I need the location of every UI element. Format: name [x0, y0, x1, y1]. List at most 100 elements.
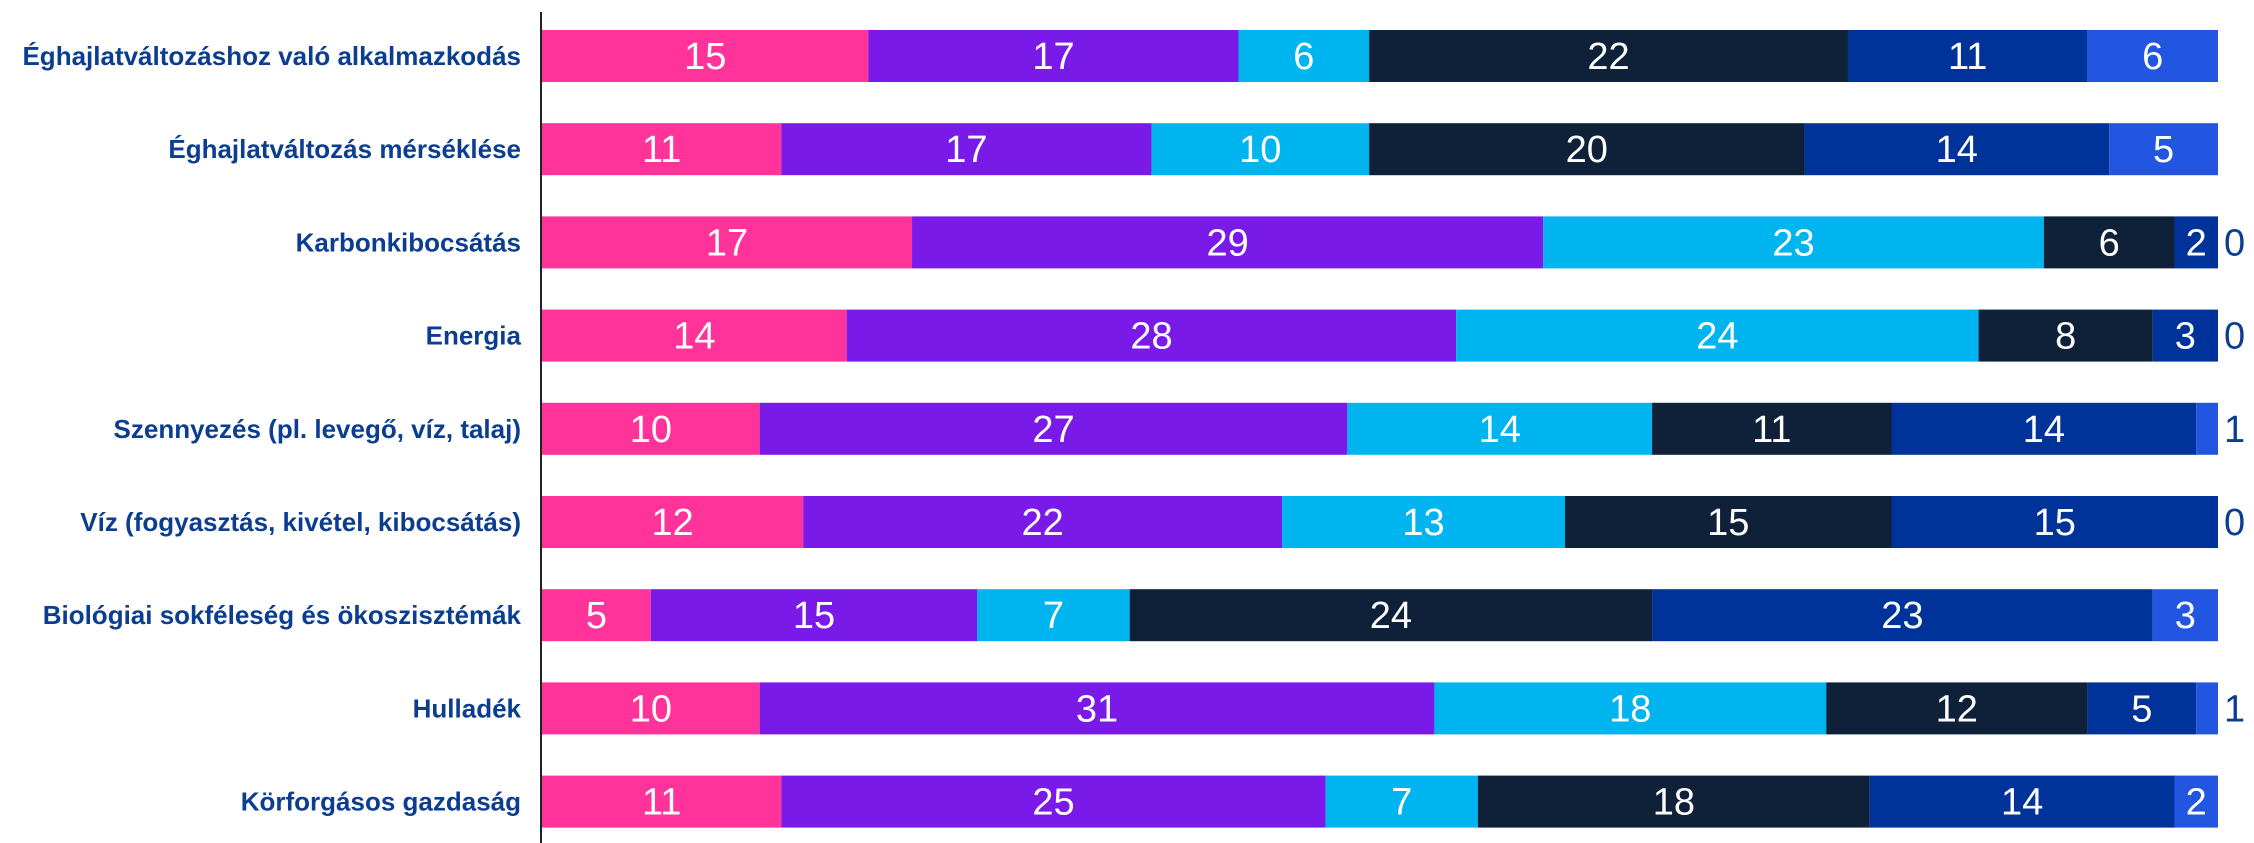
data-label: 29 — [1206, 222, 1248, 264]
data-label: 18 — [1609, 688, 1651, 730]
data-label: 25 — [1032, 782, 1074, 824]
data-label: 22 — [1021, 502, 1063, 544]
bar-segment — [542, 123, 782, 176]
data-label: 11 — [642, 129, 681, 171]
data-label: 0 — [2224, 316, 2245, 358]
bar-segment — [759, 402, 1348, 455]
data-label: 11 — [1948, 36, 1987, 78]
bar-segment — [2087, 30, 2218, 82]
bar-segment — [542, 496, 804, 548]
data-label: 6 — [2142, 36, 2163, 78]
bar-segment — [2152, 309, 2218, 362]
bar-segment — [1347, 402, 1653, 455]
bar-segment — [542, 682, 760, 735]
bar-segment — [1477, 775, 1870, 828]
data-label: 14 — [1479, 409, 1521, 451]
bar-segment — [846, 309, 1457, 362]
bar-segment — [2152, 589, 2218, 642]
bar-segment — [1129, 589, 1653, 642]
bar-segment — [1847, 30, 2088, 82]
bar-segment — [781, 123, 1152, 176]
category-labels: Éghajlatváltozáshoz való alkalmazkodás Ég… — [22, 41, 521, 817]
bar-segment — [542, 775, 782, 828]
bar-segment — [1369, 30, 1848, 82]
bar-segment — [1369, 123, 1805, 176]
bar-segment — [977, 589, 1130, 642]
bar-segment — [542, 589, 651, 642]
data-label: 10 — [1239, 129, 1281, 171]
bar-segment — [1151, 123, 1370, 176]
data-label: 31 — [1076, 688, 1118, 730]
bar-segment — [2043, 216, 2175, 269]
data-label: 13 — [1402, 502, 1444, 544]
data-label: 6 — [2099, 222, 2120, 264]
bar-segment — [1652, 402, 1892, 455]
bar-segment — [542, 216, 913, 269]
bar-segment — [2196, 682, 2218, 735]
data-label: 17 — [1032, 36, 1074, 78]
data-label: 3 — [2175, 316, 2196, 358]
bar-segment — [1826, 682, 2088, 735]
data-label: 17 — [945, 129, 987, 171]
data-label: 2 — [2186, 782, 2207, 824]
category-label: Körforgásos gazdaság — [241, 787, 521, 817]
data-label: 14 — [2001, 782, 2043, 824]
category-label: Szennyezés (pl. levegő, víz, talaj) — [114, 414, 521, 444]
category-label: Biológiai sokféleség és ökoszisztémák — [43, 600, 522, 630]
bar-segment — [542, 309, 847, 362]
data-label: 11 — [1752, 409, 1791, 451]
bar-segment — [1543, 216, 2044, 269]
bar-segments — [542, 30, 2218, 828]
bar-segment — [2087, 682, 2197, 735]
data-label: 12 — [1936, 688, 1978, 730]
data-label: 18 — [1653, 782, 1695, 824]
bar-segment — [1804, 123, 2110, 176]
bar-segment — [1565, 496, 1892, 548]
bar-segment — [1652, 589, 2153, 642]
data-label: 28 — [1130, 316, 1172, 358]
data-label: 24 — [1370, 595, 1412, 637]
data-label: 27 — [1032, 409, 1074, 451]
data-label: 20 — [1566, 129, 1608, 171]
data-label: 0 — [2224, 222, 2245, 264]
bar-segment — [2109, 123, 2218, 176]
value-labels: 15 17 6 22 11 611 17 10 20 14 517 29 23 6 2 014 28 24 8 3 01… — [586, 36, 2245, 824]
bar-segment — [912, 216, 1544, 269]
data-label: 11 — [642, 782, 681, 824]
bar-segment — [759, 682, 1435, 735]
bar-segment — [1869, 775, 2175, 828]
data-label: 15 — [684, 36, 726, 78]
bar-segment — [650, 589, 978, 642]
category-label: Éghajlatváltozáshoz való alkalmazkodás — [22, 41, 521, 71]
data-label: 6 — [1293, 36, 1314, 78]
bar-segment — [1891, 496, 2218, 548]
data-label: 17 — [706, 222, 748, 264]
bar-segment — [868, 30, 1239, 82]
data-label: 7 — [1043, 595, 1064, 637]
data-label: 24 — [1696, 316, 1738, 358]
category-label: Éghajlatváltozás mérséklése — [168, 134, 521, 164]
category-label: Energia — [426, 321, 522, 351]
bar-segment — [542, 402, 760, 455]
data-label: 15 — [793, 595, 835, 637]
data-label: 22 — [1587, 36, 1629, 78]
category-label: Hulladék — [413, 693, 522, 723]
bar-segment — [781, 775, 1326, 828]
data-label: 12 — [651, 502, 693, 544]
data-label: 5 — [2131, 688, 2152, 730]
data-label: 5 — [2153, 129, 2174, 171]
bar-segment — [1456, 309, 1979, 362]
data-label: 5 — [586, 595, 607, 637]
bar-segment — [2196, 402, 2218, 455]
category-label: Karbonkibocsátás — [296, 227, 521, 257]
data-label: 14 — [2023, 409, 2065, 451]
bar-segment — [2174, 216, 2218, 269]
category-label: Víz (fogyasztás, kivétel, kibocsátás) — [80, 507, 521, 537]
data-label: 8 — [2055, 316, 2076, 358]
bar-segment — [2174, 775, 2218, 828]
bar-segment — [1282, 496, 1566, 548]
bar-segment — [542, 30, 869, 82]
bar-segment — [1434, 682, 1827, 735]
bar-segment — [1891, 402, 2197, 455]
